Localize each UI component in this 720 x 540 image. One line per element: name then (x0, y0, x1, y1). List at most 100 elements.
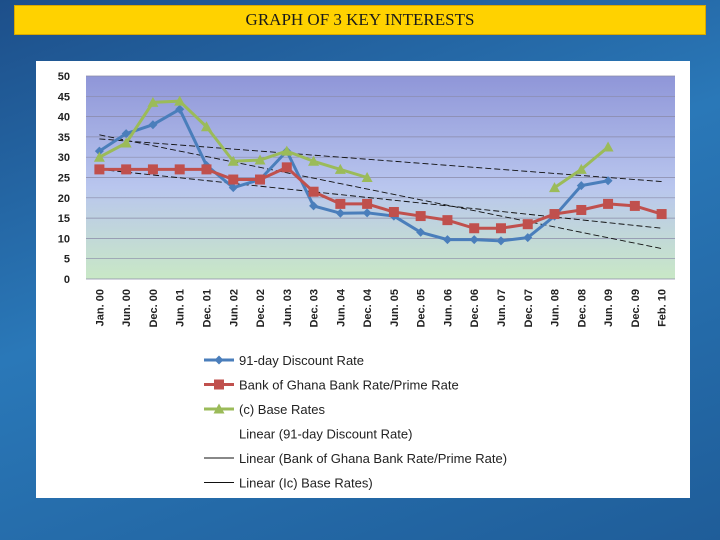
data-point (496, 236, 506, 246)
x-tick-label: Jun. 06 (442, 289, 454, 327)
x-tick-label: Dec. 03 (309, 289, 321, 328)
y-tick-label: 50 (58, 71, 70, 83)
trendline (99, 134, 662, 249)
x-tick-label: Dec. 09 (630, 289, 642, 328)
data-point (603, 176, 613, 186)
data-point (174, 95, 186, 106)
data-point (335, 208, 345, 218)
trendline (99, 168, 662, 229)
data-point (495, 223, 506, 234)
x-tick-label: Jun. 09 (603, 289, 615, 327)
x-tick-label: Dec. 08 (576, 289, 588, 328)
data-point (94, 164, 105, 175)
x-tick-label: Dec. 04 (362, 288, 374, 327)
legend-label: Linear (Ic) Base Rates) (239, 476, 373, 491)
data-point (415, 211, 426, 222)
data-point (228, 183, 238, 193)
data-point (416, 227, 426, 237)
legend-item: 91-day Discount Rate (204, 353, 364, 368)
legend-swatch-marker (214, 379, 224, 390)
data-point (121, 164, 132, 175)
data-point (523, 233, 533, 243)
data-point (334, 163, 346, 174)
legend-label: Bank of Ghana Bank Rate/Prime Rate (239, 378, 459, 393)
data-point (147, 96, 159, 107)
legend-swatch-marker (214, 355, 224, 365)
x-tick-label: Dec. 07 (523, 289, 535, 328)
legend-item: Linear (91-day Discount Rate) (239, 427, 412, 442)
data-point (147, 164, 158, 175)
legend-label: (c) Base Rates (239, 402, 325, 417)
data-point (442, 235, 452, 245)
data-point (227, 155, 239, 166)
chart-card: 0 5 10 15 20 25 30 35 40 45 50 Jan. 00 Jun. 00 Dec. 0… (36, 61, 690, 498)
data-point (148, 120, 158, 130)
legend-item: (c) Base Rates (204, 402, 325, 417)
data-point (602, 141, 614, 152)
x-tick-label: Jan. 00 (94, 289, 106, 326)
data-point (200, 121, 212, 132)
data-point (175, 104, 185, 114)
legend-item: Bank of Ghana Bank Rate/Prime Rate (204, 378, 459, 393)
y-tick-label: 15 (58, 213, 70, 225)
x-tick-label: Jun. 07 (496, 289, 508, 327)
y-tick-label: 30 (58, 152, 70, 164)
page-title: GRAPH OF 3 KEY INTERESTS (245, 10, 475, 29)
x-tick-label: Jun. 04 (335, 288, 347, 327)
data-point (93, 151, 105, 162)
data-point (576, 204, 587, 215)
y-tick-label: 0 (64, 274, 70, 286)
title-banner: GRAPH OF 3 KEY INTERESTS (14, 5, 706, 35)
x-tick-label: Dec. 06 (469, 289, 481, 328)
x-tick-label: Dec. 00 (148, 289, 160, 328)
y-tick-label: 5 (64, 254, 70, 266)
data-point (335, 198, 346, 209)
data-point (94, 146, 104, 156)
data-point (629, 200, 640, 211)
data-point (388, 207, 399, 218)
x-tick-label: Jun. 01 (175, 289, 187, 327)
data-point (522, 219, 533, 230)
data-point (309, 201, 319, 211)
data-point (442, 215, 453, 226)
data-point (469, 223, 480, 234)
data-point (576, 181, 586, 191)
x-tick-label: Dec. 05 (416, 289, 428, 328)
x-tick-label: Jun. 08 (550, 289, 562, 327)
legend-label: Linear (91-day Discount Rate) (239, 427, 412, 442)
y-tick-label: 10 (58, 233, 70, 245)
series-line (99, 165, 663, 230)
data-point (308, 155, 320, 166)
data-point (228, 174, 239, 185)
data-point (469, 235, 479, 245)
data-point (174, 164, 185, 175)
x-tick-label: Dec. 01 (201, 289, 213, 328)
data-point (361, 172, 373, 182)
data-point (362, 198, 373, 209)
data-point (549, 209, 560, 220)
legend-swatch-marker (213, 403, 225, 414)
y-tick-label: 40 (58, 112, 70, 124)
y-tick-label: 35 (58, 132, 70, 144)
data-point (255, 174, 266, 185)
data-point (254, 154, 266, 165)
data-point (362, 208, 372, 218)
trendline (99, 138, 662, 183)
series-line (98, 107, 609, 243)
x-tick-label: Jun. 00 (121, 289, 133, 327)
legend-item: Linear (Ic) Base Rates) (204, 476, 373, 491)
data-point (656, 209, 667, 220)
x-tick-label: Feb. 10 (657, 289, 669, 327)
data-point (120, 137, 132, 148)
y-tick-label: 25 (58, 173, 70, 185)
data-point (201, 164, 212, 175)
legend-label: 91-day Discount Rate (239, 353, 364, 368)
x-tick-label: Jun. 03 (282, 289, 294, 327)
line-chart: 0 5 10 15 20 25 30 35 40 45 50 Jan. 00 Jun. 00 Dec. 0… (58, 71, 675, 491)
x-tick-label: Dec. 02 (255, 289, 267, 328)
data-point (281, 162, 292, 173)
data-point (121, 129, 131, 139)
x-tick-label: Jun. 02 (228, 289, 240, 327)
y-tick-label: 45 (58, 91, 70, 103)
data-point (575, 163, 587, 174)
